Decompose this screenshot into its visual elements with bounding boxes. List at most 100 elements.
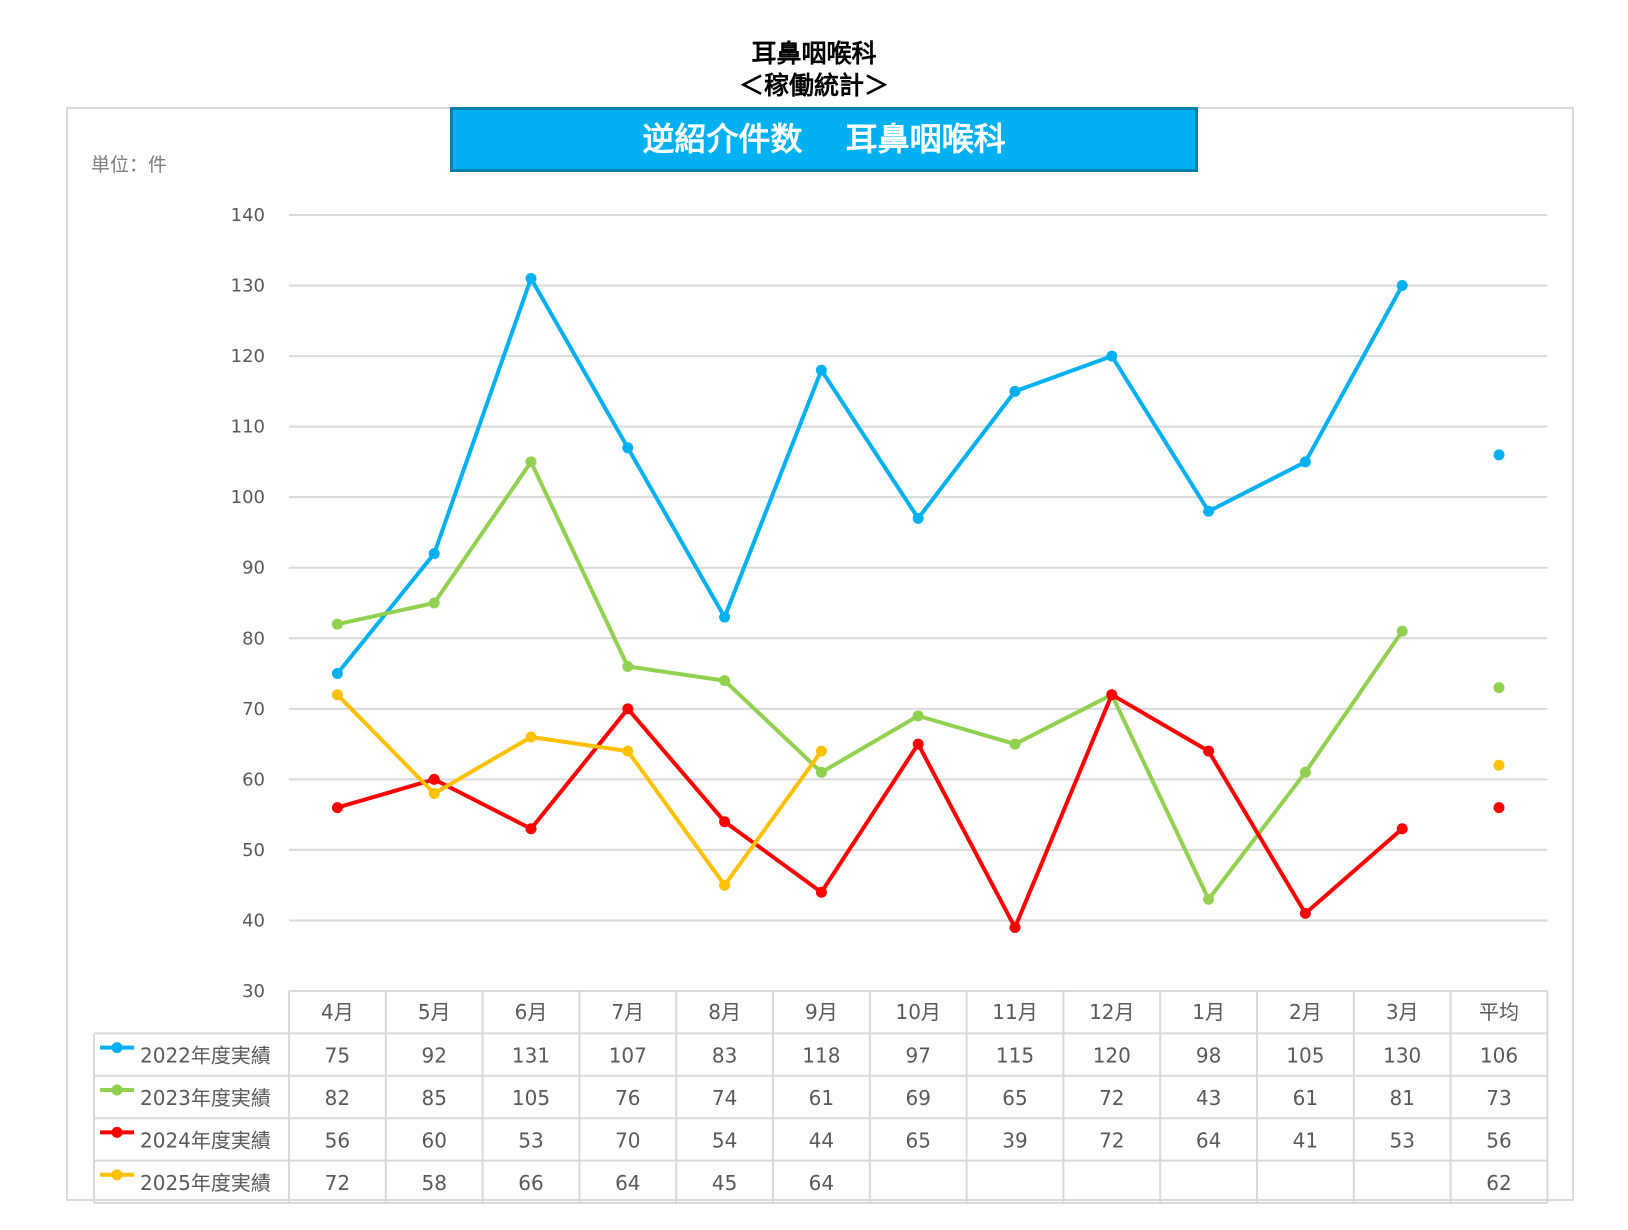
y-tick-label: 40: [242, 910, 265, 931]
table-cell: 92: [421, 1044, 446, 1068]
y-tick-label: 100: [231, 487, 265, 508]
table-cell: 72: [1099, 1128, 1124, 1152]
data-point: [525, 456, 537, 468]
category-label: 9月: [805, 1000, 838, 1024]
y-tick-label: 140: [231, 205, 265, 226]
table-cell: 83: [712, 1044, 737, 1068]
data-point: [1009, 738, 1021, 750]
table-cell: 105: [1286, 1044, 1324, 1068]
category-label: 3月: [1386, 1000, 1419, 1024]
data-point: [1493, 759, 1505, 771]
chart-title: 逆紹介件数 耳鼻咽喉科: [450, 107, 1198, 172]
table-cell: 53: [518, 1128, 543, 1152]
table-cell: 65: [905, 1128, 930, 1152]
data-point: [622, 745, 634, 757]
category-label: 6月: [515, 1000, 548, 1024]
data-point: [912, 710, 924, 722]
category-label: 12月: [1089, 1000, 1134, 1024]
data-point: [815, 886, 827, 898]
category-label: 11月: [992, 1000, 1037, 1024]
data-point: [428, 548, 440, 560]
series-line-2023年度実績: [336, 459, 1404, 902]
page-title: 耳鼻咽喉科: [751, 39, 877, 68]
legend-label: 2025年度実績: [140, 1171, 271, 1195]
table-cell: 61: [809, 1086, 834, 1110]
table-cell: 41: [1293, 1128, 1318, 1152]
category-label: 7月: [611, 1000, 644, 1024]
table-cell: 58: [421, 1171, 446, 1195]
data-point: [1009, 385, 1021, 397]
category-label: 1月: [1192, 1000, 1225, 1024]
table-cell: 97: [905, 1044, 930, 1068]
data-point: [331, 689, 343, 701]
y-tick-label: 120: [231, 346, 265, 367]
data-point: [428, 787, 440, 799]
table-cell: 69: [905, 1086, 930, 1110]
data-point: [719, 879, 731, 891]
table-cell: 56: [325, 1128, 350, 1152]
table-cell: 105: [512, 1086, 550, 1110]
legend-marker: [111, 1084, 123, 1096]
data-point: [428, 773, 440, 785]
data-point: [1299, 907, 1311, 919]
data-point: [1106, 350, 1118, 362]
table-cell: 56: [1486, 1128, 1511, 1152]
data-point: [719, 611, 731, 623]
y-tick-label: 50: [242, 840, 265, 861]
table-cell: 62: [1486, 1171, 1511, 1195]
data-point: [428, 597, 440, 609]
table-cell: 44: [809, 1128, 834, 1152]
table-cell: 74: [712, 1086, 737, 1110]
table-cell: 106: [1480, 1044, 1518, 1068]
table-cell: 60: [421, 1128, 446, 1152]
table-cell: 73: [1486, 1086, 1511, 1110]
table-cell: 115: [996, 1044, 1034, 1068]
data-point: [525, 823, 537, 835]
table-cell: 118: [802, 1044, 840, 1068]
data-point: [912, 512, 924, 524]
table-cell: 53: [1389, 1128, 1414, 1152]
data-point: [1203, 505, 1215, 517]
data-point: [1203, 893, 1215, 905]
legend-label: 2023年度実績: [140, 1086, 271, 1110]
data-point: [1493, 682, 1505, 694]
table-cell: 64: [615, 1171, 640, 1195]
data-point: [331, 618, 343, 630]
data-point: [912, 738, 924, 750]
table-cell: 64: [809, 1171, 834, 1195]
data-point: [525, 731, 537, 743]
table-cell: 45: [712, 1171, 737, 1195]
table-cell: 81: [1389, 1086, 1414, 1110]
table-cell: 120: [1093, 1044, 1131, 1068]
y-tick-label: 110: [231, 417, 265, 438]
y-tick-label: 30: [242, 981, 265, 1002]
table-cell: 70: [615, 1128, 640, 1152]
series-line-2022年度実績: [335, 276, 1404, 675]
page-subtitle: ＜稼働統計＞: [738, 71, 889, 100]
legend-marker: [111, 1042, 123, 1054]
category-label: 平均: [1479, 1000, 1519, 1024]
legend-label: 2022年度実績: [140, 1044, 271, 1068]
data-point: [622, 703, 634, 715]
table-cell: 61: [1293, 1086, 1318, 1110]
data-point: [1203, 745, 1215, 757]
unit-label: 単位：件: [91, 154, 168, 176]
data-point: [1396, 280, 1408, 292]
legend-marker: [111, 1126, 123, 1138]
data-point: [1396, 823, 1408, 835]
table-cell: 82: [325, 1086, 350, 1110]
y-tick-label: 90: [242, 558, 265, 579]
table-cell: 54: [712, 1128, 737, 1152]
category-label: 4月: [321, 1000, 354, 1024]
table-cell: 98: [1196, 1044, 1221, 1068]
table-cell: 131: [512, 1044, 550, 1068]
data-point: [1299, 456, 1311, 468]
y-tick-label: 60: [242, 769, 265, 790]
series-line-2025年度実績: [335, 693, 824, 888]
table-cell: 39: [1002, 1128, 1027, 1152]
table-cell: 66: [518, 1171, 543, 1195]
data-point: [622, 660, 634, 672]
category-label: 2月: [1289, 1000, 1322, 1024]
legend-marker: [111, 1169, 123, 1181]
